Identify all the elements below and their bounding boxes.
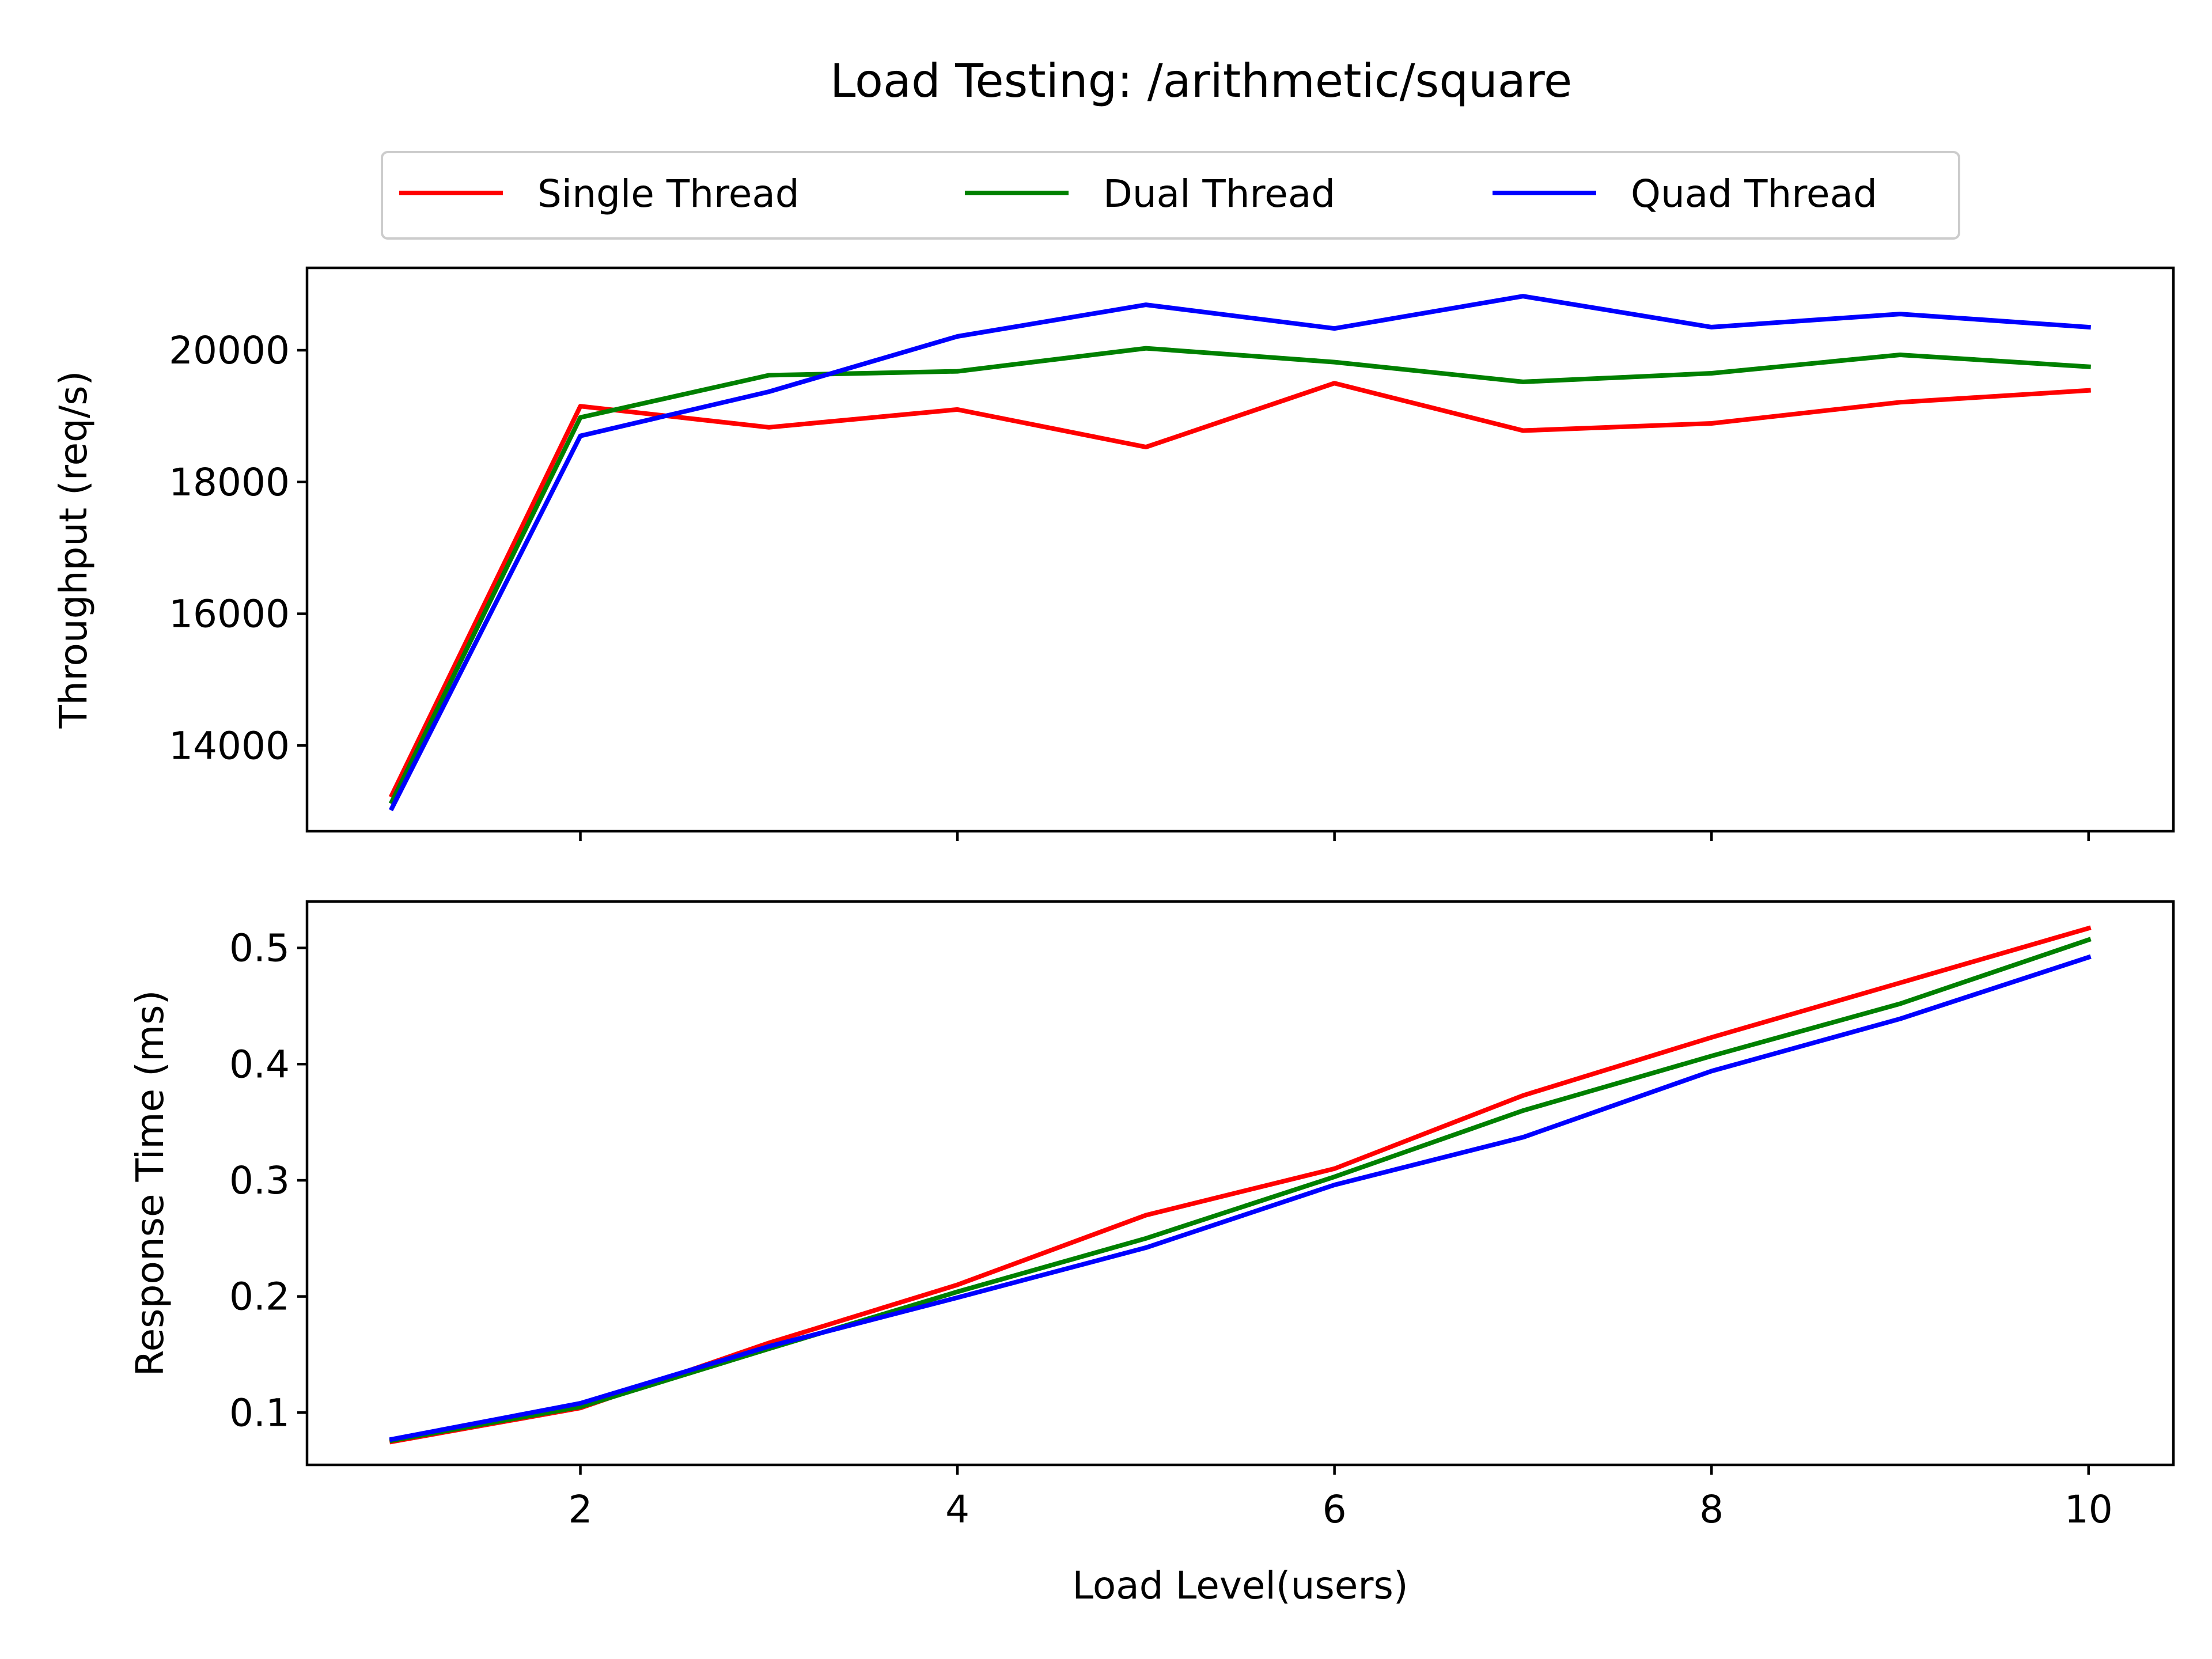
y-tick-label: 18000 xyxy=(169,460,290,505)
y-tick-label: 16000 xyxy=(169,592,290,637)
series-line-dual-thread xyxy=(389,937,2092,1444)
x-tick-label: 8 xyxy=(1699,1487,1724,1532)
legend-label-dual-thread: Dual Thread xyxy=(1103,172,1335,216)
series-line-quad-thread xyxy=(388,294,2091,812)
series-line-dual-thread xyxy=(388,346,2091,805)
y-tick-label: 20000 xyxy=(169,328,290,373)
legend-label-quad-thread: Quad Thread xyxy=(1631,172,1877,216)
chart-title: Load Testing: /arithmetic/square xyxy=(830,54,1572,108)
response-time-axis-label: Response Time (ms) xyxy=(128,990,172,1377)
legend-box xyxy=(381,151,1960,240)
response-time-panel: 0.1 0.2 0.3 0.4 0.5 2 4 6 8 10 Response Time (ms) xyxy=(128,900,2175,1532)
y-tick-label: 14000 xyxy=(169,724,290,768)
throughput-panel: 14000 16000 18000 20000 Throughput (req/s) xyxy=(51,266,2175,841)
legend-label-single-thread: Single Thread xyxy=(537,172,800,216)
x-tick-label: 2 xyxy=(569,1487,593,1532)
x-tick-label: 10 xyxy=(2065,1487,2113,1532)
x-axis-label: Load Level(users) xyxy=(1072,1563,1408,1608)
legend: Single Thread Dual Thread Quad Thread xyxy=(381,151,1960,240)
plot-frame xyxy=(305,266,2175,833)
series-line-quad-thread xyxy=(389,954,2092,1442)
y-tick-label: 0.1 xyxy=(229,1391,290,1435)
y-tick-label: 0.2 xyxy=(229,1275,290,1319)
series-group xyxy=(389,925,2092,1445)
x-tick-label: 6 xyxy=(1323,1487,1347,1532)
series-group xyxy=(388,294,2091,812)
plot-frame xyxy=(305,900,2175,1467)
y-tick-label: 0.4 xyxy=(229,1042,290,1086)
series-line-single-thread xyxy=(388,381,2091,798)
y-tick-label: 0.3 xyxy=(229,1158,290,1203)
y-tick-label: 0.5 xyxy=(229,926,290,971)
x-tick-label: 4 xyxy=(945,1487,969,1532)
throughput-axis-label: Throughput (req/s) xyxy=(51,371,96,729)
